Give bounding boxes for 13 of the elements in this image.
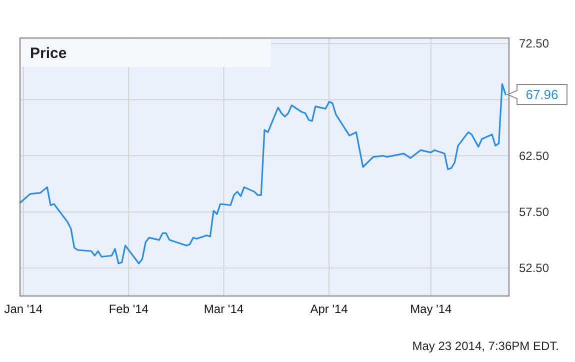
- line-series: [19, 83, 506, 264]
- x-tick-label: May '14: [410, 302, 452, 316]
- y-tick-label: 62.50: [519, 148, 550, 163]
- x-tick-label: Apr '14: [310, 302, 348, 316]
- x-tick-label: Feb '14: [108, 302, 149, 316]
- text: May 23 2014, 7:36PM EDT.: [412, 339, 559, 353]
- y-tick-label: 57.50: [519, 204, 550, 219]
- y-tick-label: 52.50: [519, 260, 550, 275]
- data-label: 67.96: [526, 87, 558, 102]
- x-tick-label: Mar '14: [204, 302, 244, 316]
- text: Price: [30, 45, 67, 62]
- x-tick-label: Jan '14: [4, 302, 43, 316]
- y-tick-label: 72.50: [519, 36, 550, 51]
